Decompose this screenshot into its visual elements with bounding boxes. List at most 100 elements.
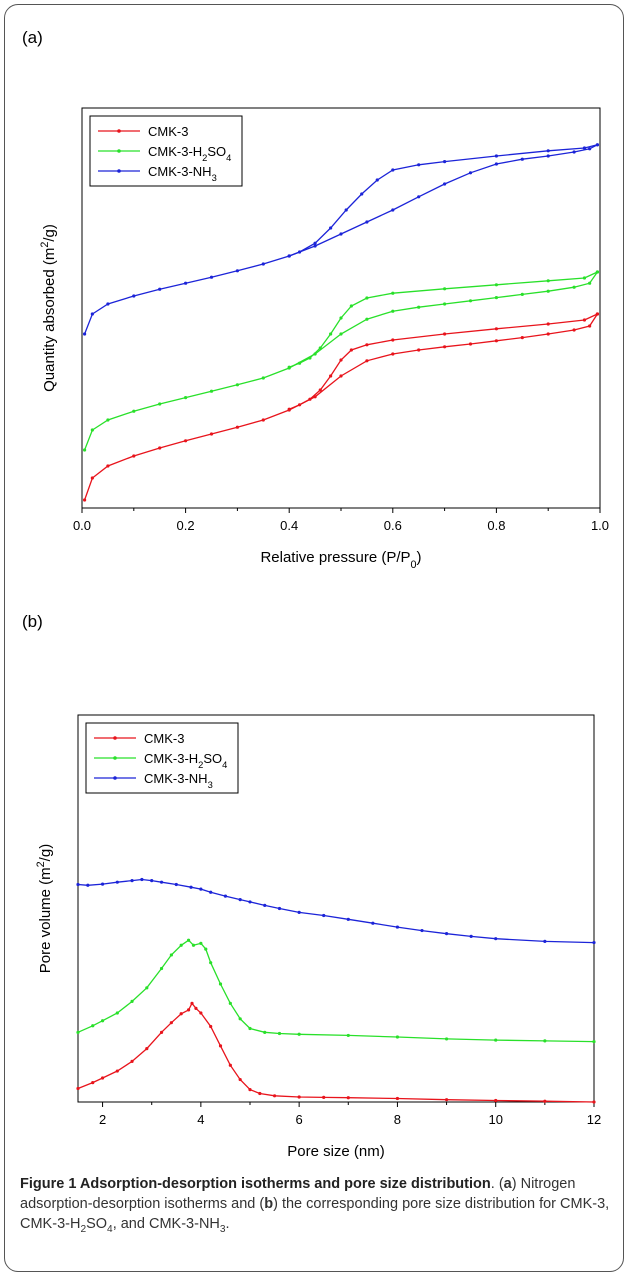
chart-b-legend-marker [113, 736, 117, 740]
chart-b-series-1-point [204, 947, 208, 951]
chart-a-x-tick-label: 1.0 [591, 518, 609, 533]
chart-a-series-0-point [106, 464, 110, 468]
chart-b-series-2-point [199, 887, 203, 891]
chart-a-series-2-point [391, 208, 395, 212]
chart-b-series-2-point [209, 890, 213, 894]
chart-a-legend-marker [117, 169, 121, 173]
chart-a-series-1-point [582, 276, 587, 280]
chart-a-series-1-point [318, 346, 322, 350]
chart-a-series-2-point [595, 143, 600, 147]
chart-a-legend [89, 115, 243, 187]
chart-a-series-0-point [261, 418, 265, 422]
chart-b-series-0-point [272, 1094, 277, 1098]
chart-a-series-2-point [297, 250, 302, 254]
chart-b-series-0-point [346, 1096, 350, 1100]
chart-a-series-2-point [339, 232, 343, 236]
chart-a-series-2-point [417, 163, 421, 167]
chart-b-series-1-point [444, 1037, 449, 1041]
chart-b-series-0-point [238, 1077, 242, 1082]
chart-a-series-0-point [365, 359, 369, 363]
chart-a-series-1-point [90, 428, 94, 432]
chart-b-series-1-point [91, 1024, 95, 1028]
isotherm-chart: 0.0 0.2 0.4 0.6 0.8 1.0 Relative pressure (P/P… [39, 107, 609, 571]
chart-b-series-0-point [543, 1099, 547, 1103]
chart-a-series-0-point [308, 397, 312, 401]
chart-a-series-0-point [391, 352, 395, 356]
chart-a-legend-marker [117, 149, 121, 153]
chart-a-x-tick-label: 0.4 [280, 518, 298, 533]
chart-b-series-1-point [145, 986, 149, 990]
chart-b-series-0-point [186, 1008, 191, 1012]
chart-b-series-0-point [199, 1011, 203, 1015]
chart-a-legend-label: CMK-3-NH3​ [148, 164, 217, 183]
chart-b-series-0-point [190, 1001, 194, 1005]
pore-size-chart: 2 4 6 8 10 12 Pore size (nm) Pore volume (m2​/g… [35, 714, 601, 1160]
chart-b-series-2-line [77, 878, 595, 944]
chart-b-series-2-point [140, 877, 144, 882]
chart-b-series-0-point [494, 1098, 498, 1103]
chart-a-series-0-point [184, 439, 188, 443]
chart-a-series-0-point [158, 446, 162, 450]
chart-b-series-2-point [189, 885, 193, 889]
chart-b-series-0-point [297, 1095, 301, 1099]
chart-a-series-2-point [132, 294, 136, 298]
chart-b-series-2-point [444, 932, 449, 936]
chart-a-series-0-point [546, 332, 550, 336]
chart-b-series-2-point [592, 940, 596, 945]
chart-b-series-2-point [130, 879, 134, 883]
chart-a-series-0-point [365, 343, 369, 347]
chart-a-series-0-point [209, 432, 214, 436]
chart-a-x-tick-label: 0.8 [487, 518, 505, 533]
chart-a-series-1-point [329, 332, 333, 336]
chart-a-series-1-point [494, 296, 498, 300]
chart-a-series-1-point [391, 309, 395, 313]
chart-b-series-2-point [86, 883, 90, 887]
chart-b-legend-marker [113, 756, 117, 760]
chart-b-series-0-point [100, 1076, 105, 1080]
chart-a-series-2-point [546, 154, 550, 158]
chart-b-series-2-point [159, 880, 164, 884]
chart-b-series-2-point [150, 879, 154, 883]
chart-a-series-1-point [209, 389, 214, 393]
chart-b-series-0-point [145, 1046, 149, 1051]
chart-b-series-1-point [297, 1032, 301, 1036]
chart-a-series-0-adsorption [83, 313, 598, 501]
chart-a-series-1-point [546, 289, 550, 293]
chart-b-series-0-point [169, 1021, 173, 1025]
chart-a-series-1-point [339, 316, 343, 320]
chart-a-legend-label: CMK-3 [148, 124, 188, 139]
chart-a-series-0-point [82, 498, 87, 502]
chart-a-series-1-point [494, 283, 498, 287]
chart-b-series-0-point [322, 1095, 326, 1099]
chart-b-series-0-line [77, 1002, 595, 1103]
chart-a-series-0-point [318, 388, 322, 392]
chart-b-series-0-point [179, 1012, 183, 1016]
chart-b-series-0-point [218, 1044, 223, 1048]
chart-b-x-axis-label: Pore size (nm) [287, 1143, 385, 1160]
chart-a-series-1-point [468, 299, 473, 303]
chart-a-series-0-point [391, 338, 395, 342]
chart-b-series-1-point [199, 941, 203, 945]
chart-b-series-0-point [444, 1098, 449, 1102]
chart-b-series-2-point [371, 921, 375, 925]
chart-a-series-2-point [443, 182, 447, 186]
chart-b-series-1-point [346, 1033, 350, 1038]
figure-frame [4, 4, 624, 1272]
chart-b-series-2-point [100, 882, 105, 886]
chart-b-series-0-point [76, 1086, 80, 1091]
chart-a-series-2-point [329, 226, 333, 230]
chart-a-series-0-point [349, 348, 353, 352]
chart-a-x-tick-label: 0.2 [177, 518, 195, 533]
chart-a-series-2-desorption [288, 144, 598, 257]
chart-b-legend-label: CMK-3 [144, 731, 184, 746]
chart-a-series-2-point [494, 154, 498, 158]
chart-b-series-1-point [130, 999, 134, 1003]
chart-a-series-2-point [287, 254, 291, 258]
chart-a-series-1-point [349, 304, 353, 308]
chart-b-x-tick-label: 10 [488, 1112, 502, 1127]
chart-a-series-0-desorption [288, 313, 598, 410]
chart-b-series-0-point [248, 1088, 252, 1092]
chart-a-series-0-point [329, 374, 333, 378]
chart-a-series-1-point [588, 281, 592, 285]
chart-b-series-0-point [194, 1006, 198, 1010]
